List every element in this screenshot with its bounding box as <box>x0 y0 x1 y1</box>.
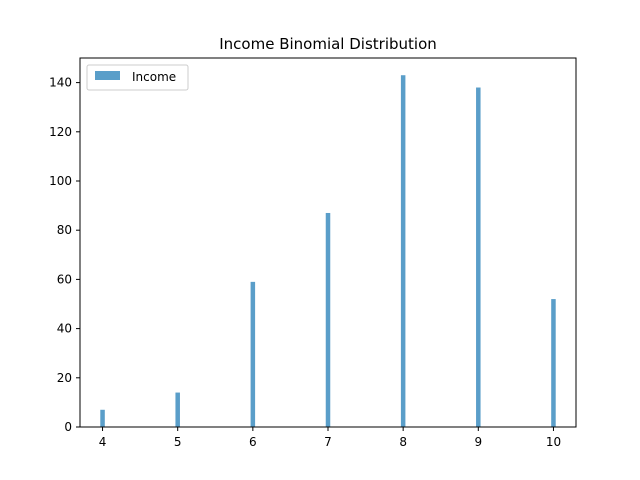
y-tick-label: 40 <box>57 322 72 336</box>
x-tick-label: 9 <box>474 435 482 449</box>
x-tick-label: 4 <box>99 435 107 449</box>
legend-swatch <box>95 71 120 80</box>
y-tick-label: 140 <box>49 76 72 90</box>
bar-7 <box>325 212 331 427</box>
legend-label-income: Income <box>132 70 176 84</box>
y-tick-label: 120 <box>49 125 72 139</box>
bar-8 <box>400 75 406 427</box>
bar-4 <box>100 409 105 427</box>
y-axis: 0 20 40 60 80 100 120 140 <box>49 76 80 434</box>
x-tick-label: 10 <box>546 435 561 449</box>
x-tick-label: 8 <box>399 435 407 449</box>
chart-title: Income Binomial Distribution <box>219 35 437 53</box>
y-tick-label: 20 <box>57 371 72 385</box>
y-tick-label: 60 <box>57 272 72 286</box>
x-tick-label: 5 <box>174 435 182 449</box>
bar-9 <box>476 87 481 428</box>
legend: Income <box>86 64 189 91</box>
x-axis: 4 5 6 7 8 9 10 <box>99 427 561 449</box>
bar-5 <box>175 392 180 427</box>
x-tick-label: 7 <box>324 435 332 449</box>
y-tick-label: 80 <box>57 223 72 237</box>
bars-group <box>100 75 556 428</box>
y-tick-label: 100 <box>49 174 72 188</box>
bar-6 <box>250 281 256 427</box>
y-tick-label: 0 <box>64 420 72 434</box>
x-tick-label: 6 <box>249 435 257 449</box>
bar-10 <box>551 299 556 427</box>
